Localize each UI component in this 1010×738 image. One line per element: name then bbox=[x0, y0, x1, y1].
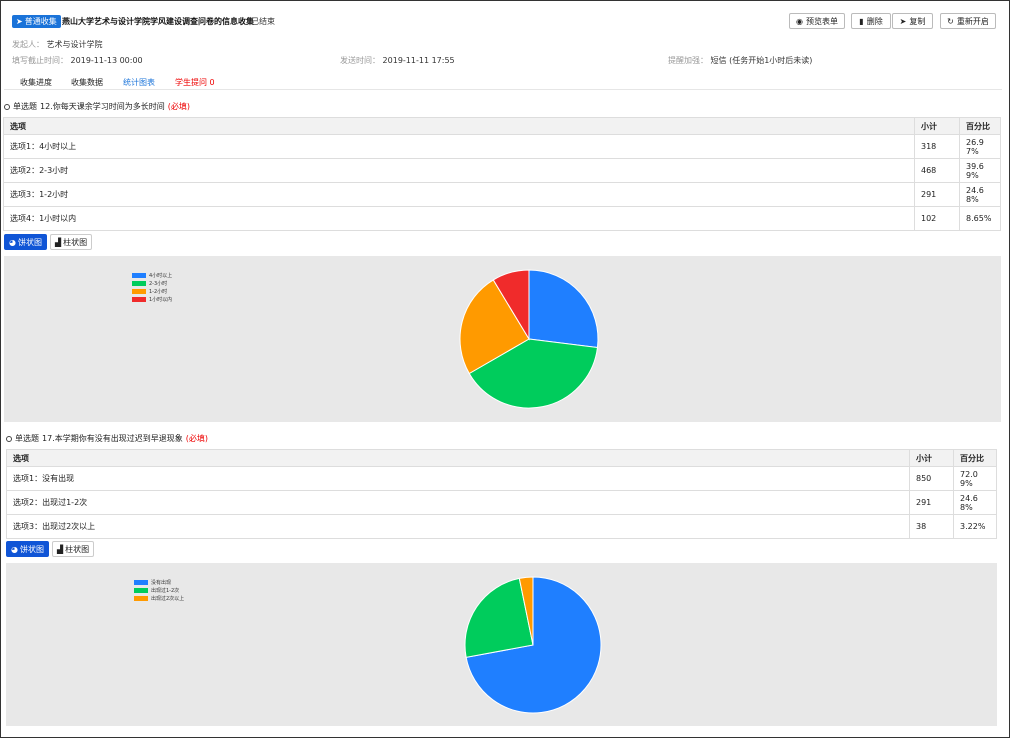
table-row: 选项2：出现过1-2次 291 24.6 8% bbox=[6, 490, 997, 515]
initiator-row: 发起人： 艺术与设计学院 bbox=[12, 40, 103, 49]
send-icon: ➤ bbox=[899, 16, 907, 26]
legend-label: 出现过1-2次 bbox=[151, 587, 180, 594]
preview-form-button[interactable]: ◉ 预览表单 bbox=[789, 13, 845, 29]
pie-slice bbox=[528, 269, 599, 349]
pie-slice bbox=[465, 576, 602, 714]
legend-swatch bbox=[134, 587, 148, 593]
chart-type-toggle: ◕ 饼状图 ▟ 柱状图 bbox=[4, 234, 93, 250]
chart-area: 4小时以上 2-3小时 1-2小时 1小时以内 bbox=[4, 256, 1001, 422]
legend-swatch bbox=[132, 288, 146, 294]
legend-item: 没有出现 bbox=[134, 578, 184, 586]
tab-student-questions[interactable]: 学生提问 0 bbox=[175, 78, 215, 87]
legend-item: 1-2小时 bbox=[132, 287, 172, 295]
collection-type-badge: ➤ 普通收集 bbox=[12, 15, 61, 28]
radio-circle-icon bbox=[6, 435, 12, 442]
table-row: 选项3：1-2小时 291 24.6 8% bbox=[3, 182, 1001, 207]
pie-slice bbox=[468, 338, 599, 409]
legend-swatch bbox=[132, 272, 146, 278]
chart-type-toggle: ◕ 饼状图 ▟ 柱状图 bbox=[6, 541, 95, 557]
legend-label: 2-3小时 bbox=[149, 280, 168, 287]
status-label: 已结束 bbox=[251, 17, 275, 26]
table-row: 选项2：2-3小时 468 39.6 9% bbox=[3, 158, 1001, 183]
pie-icon: ◕ bbox=[9, 237, 16, 247]
pie-chart-button[interactable]: ◕ 饼状图 bbox=[6, 541, 49, 557]
legend-label: 没有出现 bbox=[151, 579, 172, 586]
legend-label: 1-2小时 bbox=[149, 288, 168, 295]
pie-slice bbox=[464, 577, 534, 658]
copy-button[interactable]: ➤ 复制 bbox=[892, 13, 933, 29]
legend-item: 4小时以上 bbox=[132, 271, 172, 279]
legend-label: 出现过2次以上 bbox=[151, 595, 185, 602]
page-title: 燕山大学艺术与设计学院学风建设调查问卷的信息收集 bbox=[62, 17, 254, 26]
legend-swatch bbox=[132, 280, 146, 286]
options-table: 选项 小计 百分比 选项1：没有出现 850 72.0 9% 选项2：出现过1-2… bbox=[6, 449, 997, 539]
pie-slice bbox=[459, 279, 530, 375]
bar-chart-icon: ▟ bbox=[54, 237, 62, 247]
tab-collection-progress[interactable]: 收集进度 bbox=[20, 78, 52, 87]
legend-item: 2-3小时 bbox=[132, 279, 172, 287]
legend-swatch bbox=[132, 296, 146, 302]
options-table: 选项 小计 百分比 选项1：4小时以上 318 26.9 7% 选项2：2-3小时… bbox=[3, 117, 1001, 231]
pie-chart bbox=[459, 269, 599, 409]
send-icon: ➤ bbox=[16, 17, 23, 26]
bar-chart-button[interactable]: ▟ 柱状图 bbox=[51, 541, 95, 557]
question-title: 单选题 17.本学期你有没有出现过迟到早退现象 (必填) bbox=[6, 433, 208, 444]
radio-circle-icon bbox=[4, 103, 10, 110]
question-title: 单选题 12.你每天课余学习时间为多长时间 (必填) bbox=[4, 101, 190, 112]
trash-icon: ▮ bbox=[859, 16, 864, 26]
table-row: 选项3：出现过2次以上 38 3.22% bbox=[6, 514, 997, 539]
legend-item: 1小时以内 bbox=[132, 295, 172, 303]
bar-chart-button[interactable]: ▟ 柱状图 bbox=[49, 234, 93, 250]
bar-chart-icon: ▟ bbox=[56, 544, 64, 554]
legend-item: 出现过1-2次 bbox=[134, 586, 184, 594]
table-row: 选项1：4小时以上 318 26.9 7% bbox=[3, 134, 1001, 159]
chart-legend: 没有出现 出现过1-2次 出现过2次以上 bbox=[134, 578, 184, 602]
delete-button[interactable]: ▮ 删除 bbox=[851, 13, 891, 29]
legend-swatch bbox=[134, 595, 148, 601]
sent-time-row: 发送时间： 2019-11-11 17:55 bbox=[340, 56, 455, 65]
deadline-row: 填写截止时间： 2019-11-13 00:00 bbox=[12, 56, 143, 65]
pie-slice bbox=[492, 269, 530, 341]
pie-chart bbox=[464, 576, 602, 714]
restart-button[interactable]: ↻ 重新开启 bbox=[940, 13, 996, 29]
legend-label: 1小时以内 bbox=[149, 296, 173, 303]
legend-item: 出现过2次以上 bbox=[134, 594, 184, 602]
tab-statistics-chart[interactable]: 统计图表 bbox=[123, 78, 155, 87]
tabs-divider bbox=[4, 89, 1002, 90]
pie-slice bbox=[518, 576, 534, 646]
refresh-icon: ↻ bbox=[947, 16, 954, 26]
tab-collection-data[interactable]: 收集数据 bbox=[71, 78, 103, 87]
badge-label: 普通收集 bbox=[24, 17, 57, 26]
chart-area: 没有出现 出现过1-2次 出现过2次以上 bbox=[6, 563, 997, 726]
table-row: 选项4：1小时以内 102 8.65% bbox=[3, 206, 1001, 231]
eye-icon: ◉ bbox=[796, 16, 803, 26]
reminder-row: 提醒加强： 短信 (任务开始1小时后未读) bbox=[668, 56, 813, 65]
legend-swatch bbox=[134, 579, 148, 585]
pie-chart-button[interactable]: ◕ 饼状图 bbox=[4, 234, 47, 250]
table-row: 选项1：没有出现 850 72.0 9% bbox=[6, 466, 997, 491]
pie-icon: ◕ bbox=[11, 544, 18, 554]
legend-label: 4小时以上 bbox=[149, 272, 173, 279]
chart-legend: 4小时以上 2-3小时 1-2小时 1小时以内 bbox=[132, 271, 172, 303]
